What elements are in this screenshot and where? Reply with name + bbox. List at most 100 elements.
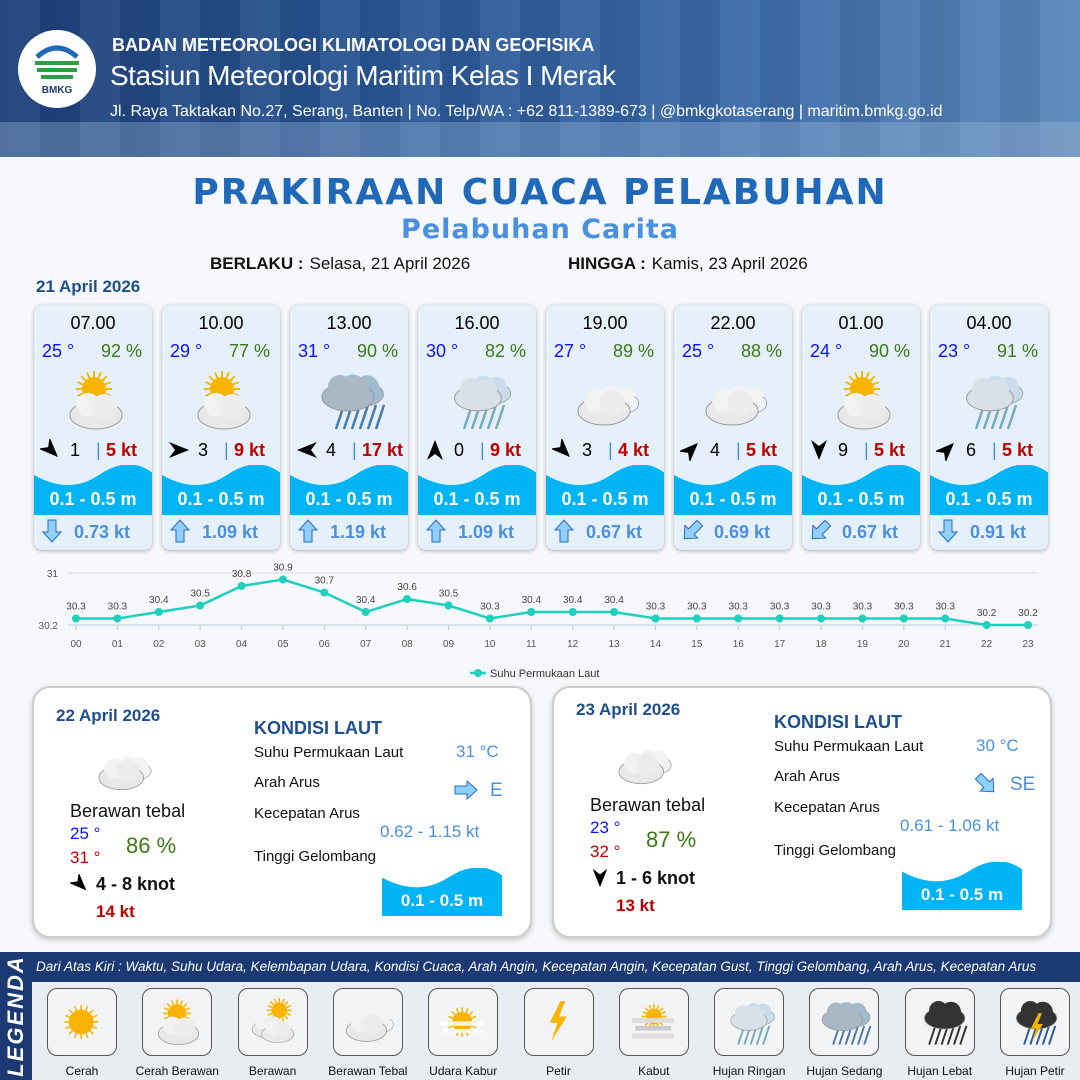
humidity: 82 % — [484, 341, 526, 361]
x-tick-label: 14 — [650, 639, 662, 650]
data-label: 30.3 — [687, 602, 707, 613]
wave-icon — [930, 464, 1048, 515]
data-point — [72, 614, 80, 623]
data-label: 30.4 — [149, 595, 169, 606]
data-point — [1024, 621, 1032, 629]
data-label: 30.3 — [729, 602, 749, 613]
wave-height: 0.1 - 0.5 m — [433, 489, 521, 509]
gust-speed: 17 kt — [362, 440, 404, 460]
data-point — [237, 582, 246, 590]
data-point — [982, 621, 991, 629]
legend-item: Hujan Ringan — [699, 988, 799, 1078]
legend-label: Hujan Sedang — [806, 1064, 883, 1078]
data-point — [568, 608, 577, 616]
cerah-berawan-icon — [186, 365, 258, 435]
current-direction: SE — [1010, 774, 1036, 795]
day1-date: 21 April 2026 — [36, 277, 141, 296]
legend-item: Berawan Tebal — [318, 988, 418, 1078]
current-direction: E — [490, 780, 503, 801]
air-temperature: 25 ° — [682, 341, 715, 361]
temp-min: 25 ° — [70, 824, 101, 843]
forecast-time: 16.00 — [454, 313, 500, 333]
wave-icon — [802, 464, 920, 515]
wave-height: 0.1 - 0.5 m — [689, 489, 777, 509]
wind-speed: 4 — [326, 440, 337, 460]
x-tick-label: 01 — [112, 639, 124, 650]
humidity: 91 % — [996, 341, 1038, 361]
air-temperature: 30 ° — [426, 341, 459, 361]
current-speed: 0.69 kt — [714, 522, 771, 542]
wind-direction-icon — [168, 439, 190, 461]
x-tick-label: 10 — [484, 639, 496, 650]
wave-height: 0.1 - 0.5 m — [305, 489, 393, 509]
port-name: Pelabuhan Carita — [401, 214, 679, 245]
sst-label: Suhu Permukaan Laut — [774, 738, 924, 755]
hujan-sedang-icon — [314, 365, 386, 435]
banner-background — [0, 0, 1080, 157]
forecast-time: 04.00 — [966, 313, 1012, 333]
forecast-card: 10.00 29 ° 77 % 3 | 9 kt 0.1 - 0.5 m 1.0… — [162, 305, 280, 550]
legend-item: Hujan Lebat — [890, 988, 990, 1078]
wave-icon — [162, 464, 280, 515]
cerah-berawan-icon — [142, 988, 213, 1056]
data-label: 30.4 — [604, 595, 624, 606]
data-point — [734, 614, 743, 623]
data-label: 30.3 — [811, 602, 831, 613]
data-label: 30.3 — [480, 602, 500, 613]
sst-value: 30 °C — [976, 736, 1019, 755]
forecast-card: 04.00 23 ° 91 % 6 | 5 kt 0.1 - 0.5 m 0.9… — [930, 305, 1048, 550]
header-banner: BMKG BADAN METEOROLOGI KLIMATOLOGI DAN G… — [0, 0, 1080, 157]
x-tick-label: 03 — [195, 639, 207, 650]
current-speed: 1.19 kt — [330, 522, 387, 542]
air-temperature: 31 ° — [298, 341, 331, 361]
humidity: 90 % — [356, 341, 398, 361]
sst-value: 31 °C — [456, 742, 499, 761]
data-label: 30.3 — [108, 602, 128, 613]
data-label: 30.9 — [273, 563, 293, 574]
page-title: PRAKIRAAN CUACA PELABUHAN — [192, 172, 888, 213]
current-speed: 0.62 - 1.15 kt — [380, 822, 480, 841]
x-tick-label: 16 — [733, 639, 745, 650]
wind-direction-icon — [550, 437, 574, 461]
current-direction-icon — [424, 519, 448, 543]
forecast-card: 22.00 25 ° 88 % 4 | 5 kt 0.1 - 0.5 m 0.6… — [674, 305, 792, 550]
current-direction-icon — [552, 519, 576, 543]
wave-icon — [674, 464, 792, 515]
gust-speed: 14 kt — [96, 902, 135, 921]
agency-name: BADAN METEOROLOGI KLIMATOLOGI DAN GEOFIS… — [112, 35, 595, 55]
current-speed-label: Kecepatan Arus — [774, 799, 880, 816]
x-tick-label: 22 — [981, 639, 993, 650]
hujan-petir-icon — [1000, 988, 1070, 1056]
sea-condition-title: KONDISI LAUT — [774, 712, 902, 732]
cerah-berawan-icon — [826, 365, 898, 435]
x-tick-label: 00 — [70, 639, 82, 650]
data-point — [320, 588, 329, 597]
current-speed-label: Kecepatan Arus — [254, 805, 360, 822]
data-point — [403, 595, 412, 603]
x-tick-label: 02 — [153, 639, 165, 650]
valid-from-label: BERLAKU : — [210, 254, 304, 273]
data-point — [278, 575, 287, 584]
humidity: 86 % — [126, 833, 177, 858]
data-point — [485, 614, 494, 623]
legend-label: Cerah Berawan — [135, 1064, 219, 1078]
current-speed: 0.67 kt — [586, 522, 643, 542]
humidity: 88 % — [740, 341, 782, 361]
forecast-time: 01.00 — [838, 313, 884, 333]
data-point — [444, 601, 453, 610]
data-label: 30.2 — [1018, 608, 1038, 619]
temp-min: 23 ° — [590, 818, 621, 837]
berawan-tebal-icon — [92, 738, 154, 791]
data-label: 30.8 — [232, 569, 252, 580]
legend-item: Udara Kabur — [413, 988, 513, 1078]
forecast-time: 19.00 — [582, 313, 628, 333]
wind-speed: 0 — [454, 440, 465, 460]
forecast-time: 10.00 — [198, 313, 244, 333]
current-speed: 0.73 kt — [74, 522, 131, 542]
legend-description: Dari Atas Kiri : Waktu, Suhu Udara, Kele… — [36, 959, 1037, 974]
temp-max: 32 ° — [590, 842, 621, 861]
x-tick-label: 18 — [815, 639, 827, 650]
gust-speed: 4 kt — [618, 440, 650, 460]
data-point — [527, 608, 536, 616]
separator: | — [736, 440, 741, 460]
